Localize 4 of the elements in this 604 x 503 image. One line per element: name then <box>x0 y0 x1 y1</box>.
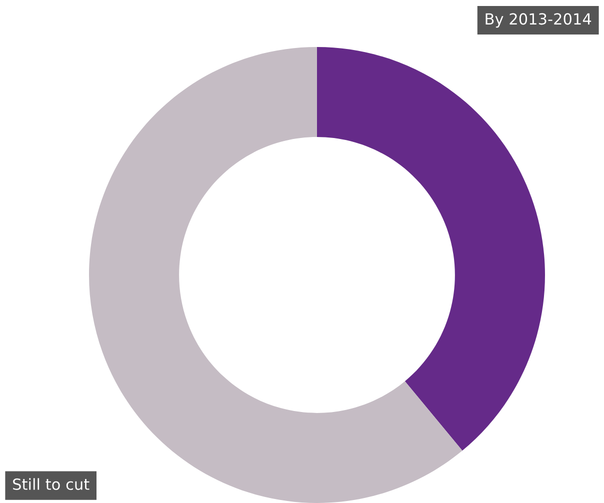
slice-label: Still to cut <box>13 478 90 490</box>
donut-slice <box>89 47 462 503</box>
donut-slice <box>317 47 545 451</box>
slice-label: By 2013-2014 <box>486 13 592 28</box>
